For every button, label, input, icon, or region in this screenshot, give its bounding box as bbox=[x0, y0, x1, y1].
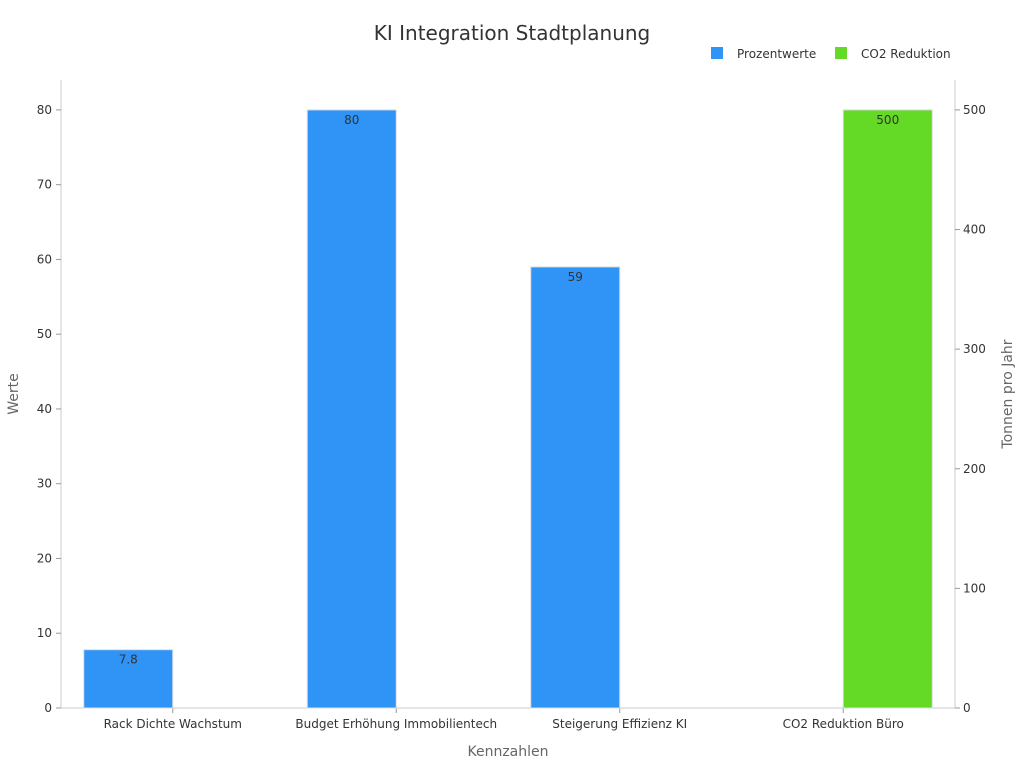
y2-tick-label: 100 bbox=[963, 581, 986, 595]
bar-prozentwerte[interactable] bbox=[83, 649, 174, 709]
legend-swatch bbox=[711, 47, 723, 59]
y-tick-label: 40 bbox=[37, 402, 52, 416]
bar-value-label: 7.8 bbox=[119, 653, 138, 667]
y2-axis-title: Tonnen pro Jahr bbox=[1000, 339, 1016, 449]
x-axis-title: Kennzahlen bbox=[467, 744, 548, 760]
y2-tick-label: 400 bbox=[963, 223, 986, 237]
bar-value-label: 59 bbox=[568, 270, 583, 284]
x-tick-label: Budget Erhöhung Immobilientech bbox=[295, 717, 497, 731]
y2-tick-label: 500 bbox=[963, 103, 986, 117]
y-tick-label: 80 bbox=[37, 103, 52, 117]
bar-prozentwerte[interactable] bbox=[306, 109, 397, 709]
y2-tick-label: 0 bbox=[963, 701, 971, 715]
y2-tick-label: 300 bbox=[963, 342, 986, 356]
x-tick-label: Steigerung Effizienz KI bbox=[552, 717, 687, 731]
legend-label[interactable]: Prozentwerte bbox=[737, 47, 816, 61]
legend: Prozentwerte CO2 Reduktion bbox=[711, 47, 951, 61]
y-tick-label: 50 bbox=[37, 327, 52, 341]
x-tick-label: CO2 Reduktion Büro bbox=[783, 717, 904, 731]
data-labels: 7.8 80 59 500 bbox=[119, 113, 900, 667]
x-axis-ticks: Rack Dichte Wachstum Budget Erhöhung Immo… bbox=[104, 708, 904, 731]
y2-tick-label: 200 bbox=[963, 462, 986, 476]
y-tick-label: 10 bbox=[37, 626, 52, 640]
bars bbox=[83, 109, 933, 709]
y-tick-label: 20 bbox=[37, 551, 52, 565]
x-tick-label: Rack Dichte Wachstum bbox=[104, 717, 242, 731]
bar-co2-reduktion[interactable] bbox=[842, 109, 933, 709]
y2-axis-ticks: 0 100 200 300 400 500 bbox=[955, 103, 986, 715]
y-tick-label: 30 bbox=[37, 477, 52, 491]
bar-prozentwerte[interactable] bbox=[530, 266, 621, 709]
y-tick-label: 0 bbox=[44, 701, 52, 715]
y-tick-label: 70 bbox=[37, 178, 52, 192]
y-axis-ticks: 0 10 20 30 40 50 60 70 80 bbox=[37, 103, 61, 715]
y-tick-label: 60 bbox=[37, 252, 52, 266]
bar-value-label: 80 bbox=[344, 113, 359, 127]
legend-swatch bbox=[835, 47, 847, 59]
legend-label[interactable]: CO2 Reduktion bbox=[861, 47, 951, 61]
chart-title: KI Integration Stadtplanung bbox=[374, 21, 651, 45]
bar-value-label: 500 bbox=[876, 113, 899, 127]
y-axis-title: Werte bbox=[6, 373, 22, 415]
